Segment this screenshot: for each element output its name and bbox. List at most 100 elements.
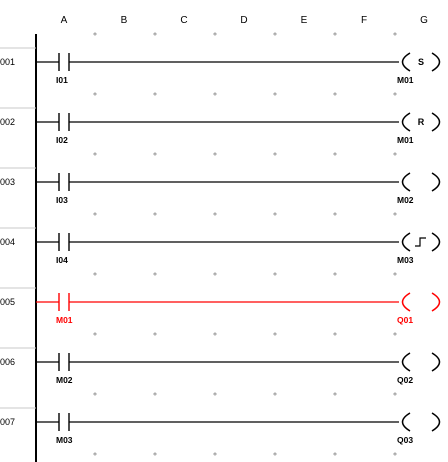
contact-i03[interactable]: I03 [56,173,70,205]
coil-left-arc [401,172,411,192]
rung-002[interactable]: 002 I02 R M01 [0,107,441,145]
grid-dot [273,452,277,456]
coil-label: Q03 [397,435,413,445]
rung-006[interactable]: 006 M02 Q02 [0,347,441,385]
rung-number: 004 [0,237,15,247]
coil-right-arc [431,232,441,252]
rung-number: 007 [0,417,15,427]
grid-dot [333,212,337,216]
grid-dot [333,92,337,96]
column-header-a: A [61,15,68,26]
contact-label: I03 [56,195,68,205]
coil-mark: R [418,117,425,127]
grid-dot [273,392,277,396]
column-header-g: G [420,15,428,26]
contact-m02[interactable]: M02 [56,353,73,385]
contact-label: M03 [56,435,73,445]
contact-i01[interactable]: I01 [56,53,70,85]
contact-label: M02 [56,375,73,385]
grid-dot [153,92,157,96]
grid-dot [273,32,277,36]
coil-right-arc [431,172,441,192]
grid-dot [273,212,277,216]
rung-number: 005 [0,297,15,307]
coil-m01[interactable]: R M01 [397,112,441,145]
coil-q01[interactable]: Q01 [397,292,441,325]
coil-m03[interactable]: M03 [397,232,441,265]
contact-m03[interactable]: M03 [56,413,73,445]
grid-dot [273,92,277,96]
grid-dot [333,152,337,156]
grid-dot [93,92,97,96]
coil-left-arc [401,232,411,252]
coil-mark: S [418,57,424,67]
grid-dot [153,212,157,216]
coil-left-arc [401,52,411,72]
grid-dot [273,152,277,156]
grid-dot [153,32,157,36]
contact-label: I01 [56,75,68,85]
grid-dot [93,32,97,36]
grid-dot [213,452,217,456]
grid-dot [213,92,217,96]
contact-m01[interactable]: M01 [56,293,73,325]
coil-m02[interactable]: M02 [397,172,441,205]
coil-q02[interactable]: Q02 [397,352,441,385]
rung-004[interactable]: 004 I04 M03 [0,227,441,265]
column-header-b: B [121,15,128,26]
coil-label: M02 [397,195,414,205]
grid-dot [393,32,397,36]
coil-right-arc [431,352,441,372]
rung-007[interactable]: 007 M03 Q03 [0,407,441,445]
grid-dot [333,32,337,36]
grid-dot [153,452,157,456]
coil-m01[interactable]: S M01 [397,52,441,85]
grid-dot [333,392,337,396]
grid-dot [93,272,97,276]
rung-number: 001 [0,57,15,67]
coil-label: M01 [397,135,414,145]
contact-i04[interactable]: I04 [56,233,70,265]
grid-dot [93,152,97,156]
rung-number: 002 [0,117,15,127]
grid-dot [213,32,217,36]
column-headers: A B C D E F G [61,15,428,26]
coil-left-arc [401,412,411,432]
coil-right-arc [431,292,441,312]
rung-number: 003 [0,177,15,187]
rung-number: 006 [0,357,15,367]
rung-001[interactable]: 001 I01 S M01 [0,47,441,85]
rung-005[interactable]: 005 M01 Q01 [0,287,441,325]
coil-left-arc [401,112,411,132]
grid-dot [393,152,397,156]
grid-dot [393,92,397,96]
contact-label: M01 [56,315,73,325]
grid-dot [213,392,217,396]
grid-dot [393,332,397,336]
grid-dot [333,452,337,456]
column-header-f: F [361,15,367,26]
grid-dot [93,212,97,216]
coil-q03[interactable]: Q03 [397,412,441,445]
grid-dot [393,392,397,396]
grid-dot [393,272,397,276]
grid-dot [153,272,157,276]
grid-dot [153,152,157,156]
grid-dot [153,392,157,396]
coil-right-arc [431,412,441,432]
grid-dot [93,392,97,396]
coil-right-arc [431,112,441,132]
grid-dot [393,212,397,216]
grid-dot [93,452,97,456]
pulse-icon [415,237,426,247]
grid-dot [153,332,157,336]
rung-003[interactable]: 003 I03 M02 [0,167,441,205]
grid-dot [273,272,277,276]
column-header-e: E [301,15,308,26]
coil-right-arc [431,52,441,72]
contact-i02[interactable]: I02 [56,113,70,145]
column-header-d: D [240,15,247,26]
grid-dot [273,332,277,336]
